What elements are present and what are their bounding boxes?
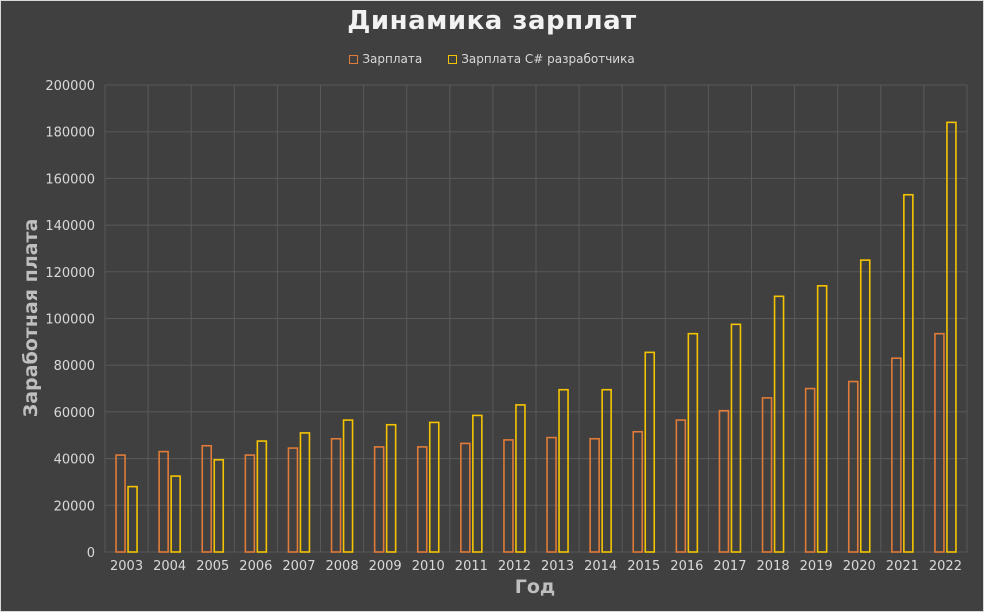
bar-salary-2013 bbox=[546, 436, 557, 553]
bar-salary-2022 bbox=[934, 332, 945, 553]
y-tick-label: 20000 bbox=[54, 499, 95, 514]
bar-csharp-salary-2010 bbox=[428, 421, 440, 553]
x-tick-label: 2014 bbox=[584, 559, 617, 574]
legend-swatch-csharp-salary bbox=[448, 54, 458, 64]
bar-salary-2020 bbox=[847, 380, 859, 553]
x-tick-label: 2005 bbox=[196, 559, 229, 574]
bar-salary-2019 bbox=[804, 387, 816, 553]
bar-csharp-salary-2013 bbox=[558, 388, 569, 553]
bar-salary-2005 bbox=[201, 444, 213, 553]
x-tick-label: 2009 bbox=[369, 559, 402, 574]
x-tick-label: 2008 bbox=[326, 559, 359, 574]
y-tick-label: 60000 bbox=[54, 406, 95, 421]
bar-csharp-salary-2020 bbox=[859, 259, 871, 553]
x-tick-label: 2022 bbox=[929, 559, 962, 574]
bar-salary-2015 bbox=[632, 430, 644, 553]
x-tick-label: 2003 bbox=[110, 559, 143, 574]
bar-csharp-salary-2003 bbox=[127, 485, 138, 553]
bar-salary-2007 bbox=[287, 447, 299, 553]
bar-salary-2008 bbox=[330, 437, 342, 553]
bar-csharp-salary-2015 bbox=[644, 351, 656, 553]
y-tick-label: 160000 bbox=[45, 172, 95, 187]
y-tick-label: 180000 bbox=[45, 126, 95, 141]
bar-salary-2004 bbox=[158, 450, 169, 553]
x-tick-label: 2020 bbox=[843, 559, 876, 574]
bar-csharp-salary-2008 bbox=[342, 419, 354, 553]
bar-salary-2003 bbox=[115, 454, 126, 553]
x-tick-label: 2021 bbox=[886, 559, 919, 574]
bar-csharp-salary-2021 bbox=[903, 193, 914, 553]
legend-label-salary: Зарплата bbox=[362, 52, 423, 66]
x-tick-label: 2013 bbox=[541, 559, 574, 574]
legend-swatch-salary bbox=[349, 54, 359, 64]
x-tick-label: 2015 bbox=[627, 559, 660, 574]
x-tick-label: 2018 bbox=[757, 559, 790, 574]
bar-salary-2011 bbox=[460, 442, 471, 553]
bar-csharp-salary-2011 bbox=[472, 414, 483, 553]
bar-salary-2017 bbox=[718, 409, 730, 553]
x-axis-ticks: 2003 2004 2005 2006 2007 2008 2009 2010 2011 2012… bbox=[110, 559, 962, 574]
bar-salary-2010 bbox=[416, 446, 428, 553]
bar-csharp-salary-2022 bbox=[946, 121, 957, 553]
chart-title: Динамика зарплат bbox=[347, 6, 637, 36]
bars bbox=[115, 121, 957, 553]
y-tick-label: 40000 bbox=[54, 453, 95, 468]
bar-csharp-salary-2019 bbox=[816, 285, 828, 553]
x-tick-label: 2016 bbox=[670, 559, 703, 574]
x-tick-label: 2006 bbox=[239, 559, 272, 574]
bar-salary-2016 bbox=[675, 419, 687, 553]
x-tick-label: 2017 bbox=[713, 559, 746, 574]
x-tick-label: 2004 bbox=[153, 559, 186, 574]
x-tick-label: 2011 bbox=[455, 559, 488, 574]
bar-csharp-salary-2017 bbox=[730, 323, 742, 553]
x-tick-label: 2019 bbox=[800, 559, 833, 574]
y-tick-label: 120000 bbox=[45, 266, 95, 281]
bar-salary-2012 bbox=[503, 439, 514, 553]
y-axis-ticks: 0 20000 40000 60000 80000 100000 120000 140000 1… bbox=[45, 79, 95, 561]
bar-salary-2006 bbox=[244, 454, 256, 553]
bar-csharp-salary-2009 bbox=[385, 423, 397, 553]
bar-csharp-salary-2004 bbox=[170, 475, 181, 553]
bar-salary-2009 bbox=[373, 446, 385, 553]
y-tick-label: 140000 bbox=[45, 219, 95, 234]
y-tick-label: 100000 bbox=[45, 313, 95, 328]
bar-salary-2021 bbox=[891, 357, 902, 553]
y-tick-label: 200000 bbox=[45, 79, 95, 94]
bar-csharp-salary-2018 bbox=[773, 295, 785, 553]
x-tick-label: 2010 bbox=[412, 559, 445, 574]
bar-csharp-salary-2006 bbox=[256, 440, 268, 553]
bar-csharp-salary-2014 bbox=[601, 388, 612, 553]
legend-item-csharp-salary: Зарплата C# разработчика bbox=[448, 52, 635, 66]
x-tick-label: 2012 bbox=[498, 559, 531, 574]
legend-label-csharp-salary: Зарплата C# разработчика bbox=[461, 52, 635, 66]
y-tick-label: 0 bbox=[87, 546, 95, 561]
bar-csharp-salary-2007 bbox=[299, 432, 311, 553]
bar-csharp-salary-2005 bbox=[213, 458, 225, 553]
bar-salary-2018 bbox=[761, 397, 773, 553]
x-axis-title: Год bbox=[515, 576, 556, 598]
gridlines bbox=[104, 84, 968, 553]
bar-salary-2014 bbox=[589, 437, 600, 553]
y-tick-label: 80000 bbox=[54, 359, 95, 374]
legend-item-salary: Зарплата bbox=[349, 52, 422, 66]
y-axis-title: Заработная плата bbox=[20, 219, 42, 418]
bar-csharp-salary-2016 bbox=[687, 332, 699, 553]
x-tick-label: 2007 bbox=[282, 559, 315, 574]
legend: Зарплата Зарплата C# разработчика bbox=[0, 52, 984, 66]
bar-csharp-salary-2012 bbox=[515, 404, 526, 553]
